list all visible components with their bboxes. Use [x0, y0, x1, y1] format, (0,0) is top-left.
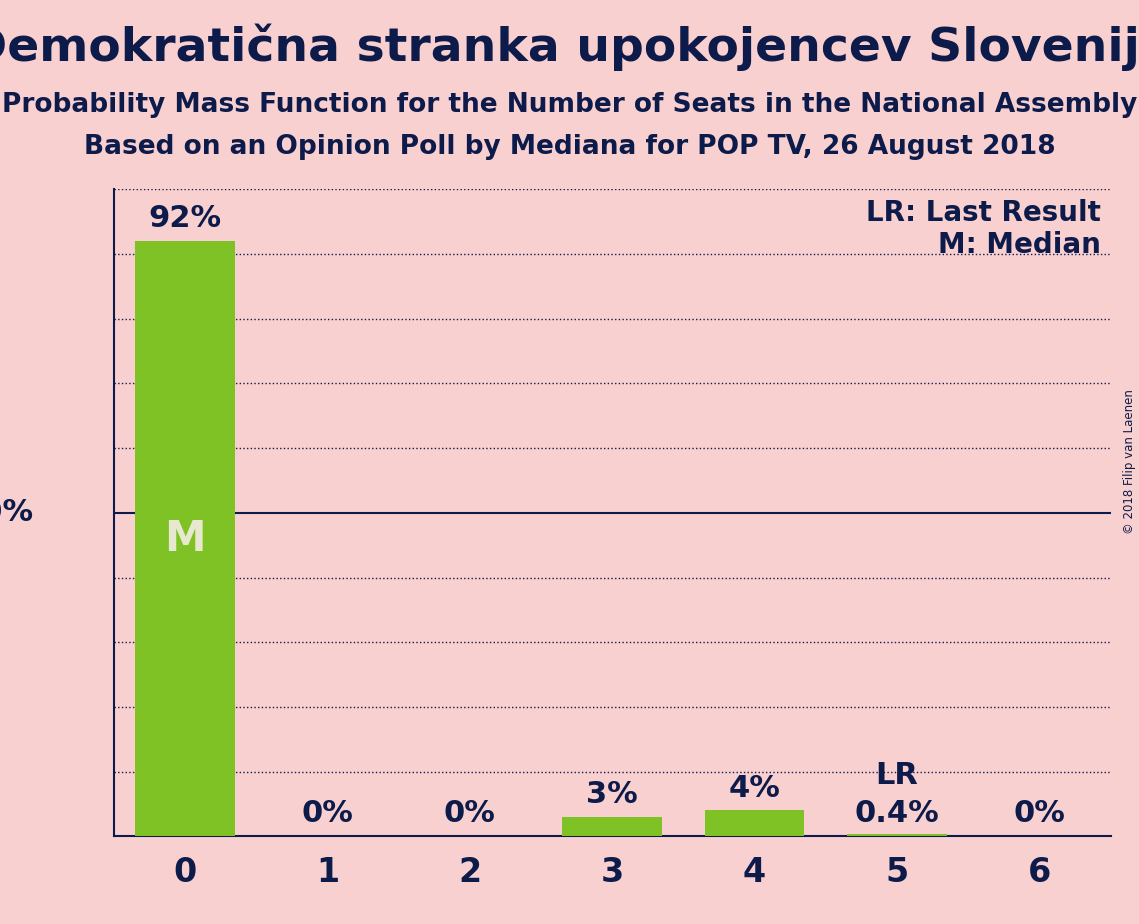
Bar [563, 817, 662, 836]
Text: 3%: 3% [587, 780, 638, 809]
Text: Based on an Opinion Poll by Mediana for POP TV, 26 August 2018: Based on an Opinion Poll by Mediana for … [83, 134, 1056, 160]
Text: M: Median: M: Median [937, 231, 1100, 260]
Text: Demokratična stranka upokojencev Slovenije: Demokratična stranka upokojencev Sloveni… [0, 23, 1139, 70]
Bar [705, 810, 804, 836]
Text: 92%: 92% [148, 204, 222, 234]
Bar [847, 833, 947, 836]
Bar [136, 241, 235, 836]
Text: LR: LR [876, 760, 918, 790]
Text: 0%: 0% [1014, 799, 1065, 829]
Text: 50%: 50% [0, 498, 34, 528]
Text: 4%: 4% [729, 773, 780, 803]
Text: M: M [164, 517, 206, 560]
Text: 0%: 0% [302, 799, 353, 829]
Text: © 2018 Filip van Laenen: © 2018 Filip van Laenen [1123, 390, 1137, 534]
Text: LR: Last Result: LR: Last Result [866, 199, 1100, 227]
Text: 0.4%: 0.4% [854, 799, 940, 829]
Text: Probability Mass Function for the Number of Seats in the National Assembly: Probability Mass Function for the Number… [2, 92, 1137, 118]
Text: 0%: 0% [444, 799, 495, 829]
